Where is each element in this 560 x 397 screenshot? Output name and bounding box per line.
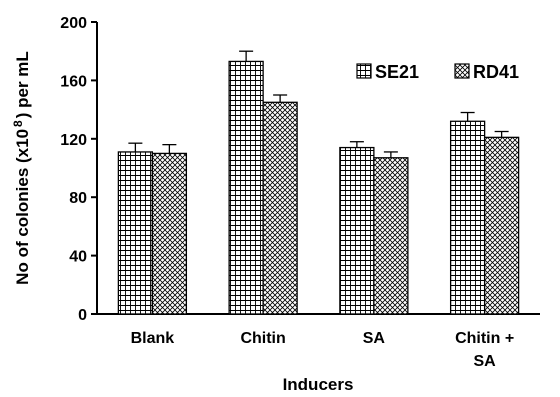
bar-rd41-4 — [483, 136, 520, 315]
x-category-labels: Blank Chitin SA Chitin + SA — [131, 330, 515, 370]
y-tick-label: 80 — [69, 190, 87, 207]
y-axis-label: No of colonies (x108) per mL — [11, 51, 32, 285]
legend-swatch-se21 — [356, 63, 372, 79]
y-tick-label: 40 — [69, 249, 87, 266]
y-tick-label: 160 — [60, 73, 87, 90]
legend-swatch-rd41 — [454, 63, 470, 79]
bar-rd41-2 — [262, 101, 298, 315]
y-axis-label-superscript: 8 — [11, 120, 25, 127]
bar-se21-2 — [228, 60, 264, 315]
legend-label-rd41: RD41 — [473, 62, 519, 82]
y-tick-label: 120 — [60, 132, 87, 149]
bar-rd41-1 — [151, 152, 188, 315]
error-bars — [128, 50, 509, 158]
bar-se21-3 — [339, 146, 375, 315]
x-tick-label: Blank — [131, 330, 175, 347]
x-tick-label: Chitin + — [455, 330, 514, 347]
y-ticks: 0 40 80 120 160 200 — [60, 15, 97, 324]
bar-se21-1 — [117, 151, 154, 315]
bar-se21-4 — [449, 120, 486, 315]
legend-label-se21: SE21 — [375, 62, 419, 82]
bars — [117, 60, 520, 315]
x-tick-label: Chitin — [240, 330, 285, 347]
y-tick-label: 200 — [60, 15, 87, 32]
bar-rd41-3 — [373, 157, 409, 315]
x-axis-label: Inducers — [283, 375, 354, 394]
x-tick-label: SA — [474, 353, 497, 370]
x-tick-label: SA — [363, 330, 386, 347]
legend: SE21 RD41 — [356, 62, 519, 82]
y-tick-label: 0 — [78, 307, 87, 324]
